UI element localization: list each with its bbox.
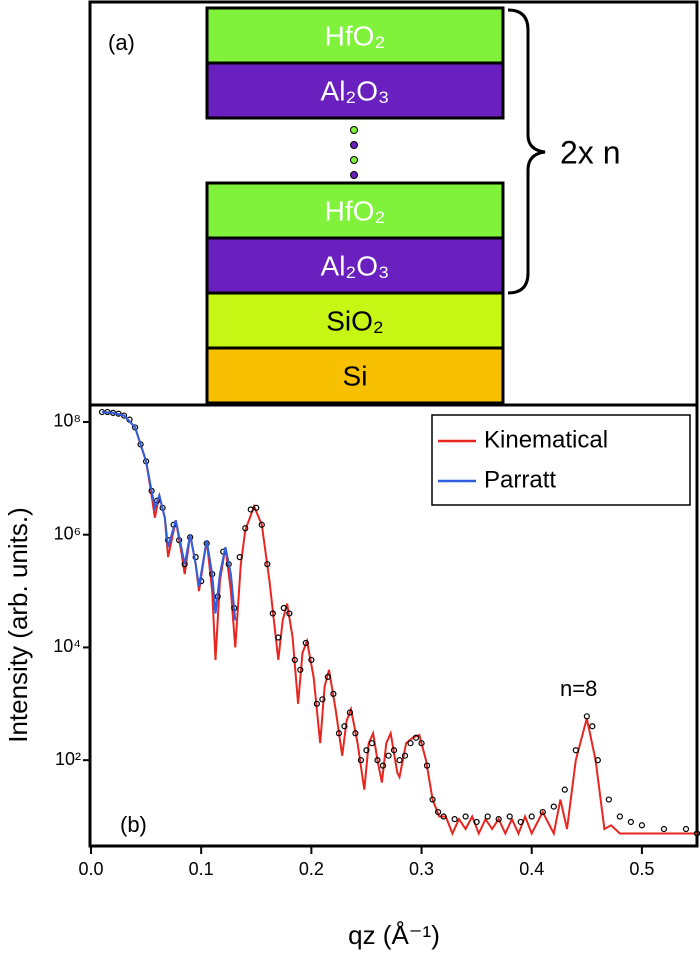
data-point bbox=[434, 808, 442, 816]
data-point bbox=[319, 696, 326, 703]
data-point bbox=[418, 740, 425, 747]
data-point bbox=[506, 813, 513, 820]
data-point bbox=[302, 639, 309, 647]
layer-label: Al₂O₃ bbox=[321, 250, 390, 281]
x-tick-label: 0.5 bbox=[629, 859, 654, 879]
data-point bbox=[346, 709, 354, 716]
data-point bbox=[638, 822, 646, 829]
legend-label: Parratt bbox=[484, 466, 556, 493]
data-point bbox=[269, 610, 276, 617]
data-point bbox=[368, 740, 376, 747]
data-point bbox=[286, 610, 293, 617]
data-point bbox=[528, 813, 535, 820]
legend-box bbox=[431, 414, 691, 506]
legend-label: Kinematical bbox=[484, 426, 608, 453]
data-point bbox=[280, 604, 287, 612]
data-point bbox=[352, 730, 359, 737]
data-point bbox=[462, 813, 469, 820]
data-point bbox=[401, 752, 409, 759]
data-point bbox=[451, 816, 458, 823]
dot bbox=[350, 141, 358, 149]
data-point bbox=[627, 818, 634, 826]
data-point bbox=[412, 734, 420, 741]
layer bbox=[205, 61, 505, 120]
data-point bbox=[379, 762, 387, 769]
data-point bbox=[589, 723, 596, 730]
brace bbox=[507, 8, 546, 295]
annotation: n=8 bbox=[560, 676, 597, 701]
dot bbox=[350, 171, 358, 179]
data-point bbox=[236, 554, 243, 561]
data-point bbox=[407, 740, 414, 747]
chart: 0.0 0.1 0.2 0.3 0.4 0.5 10² 10⁴ 10⁶ 10⁸ qz (Å⁻¹) In… bbox=[3, 403, 700, 950]
data-point bbox=[308, 656, 315, 664]
data-point bbox=[561, 786, 568, 793]
data-point bbox=[385, 752, 392, 759]
layer-label: Al₂O₃ bbox=[321, 75, 390, 106]
y-axis-label: Intensity (arb. units.) bbox=[3, 507, 33, 743]
data-point bbox=[423, 762, 431, 769]
data-point bbox=[495, 816, 502, 823]
data-point bbox=[341, 723, 348, 730]
y-tick-label: 10² bbox=[55, 749, 81, 769]
data-point bbox=[253, 504, 260, 511]
x-tick-label: 0.1 bbox=[189, 859, 214, 879]
data-point bbox=[258, 521, 265, 528]
data-point bbox=[660, 825, 668, 833]
y-tick-label: 10⁴ bbox=[53, 636, 81, 656]
data-point bbox=[330, 690, 337, 697]
dot bbox=[350, 126, 358, 134]
data-point bbox=[324, 673, 331, 681]
data-point bbox=[473, 818, 480, 826]
panel-label: (b) bbox=[120, 812, 147, 837]
layer bbox=[205, 181, 505, 240]
data-point bbox=[297, 666, 304, 673]
data-point bbox=[242, 525, 249, 532]
line bbox=[101, 411, 237, 621]
y-tick-label: 10⁸ bbox=[53, 411, 81, 431]
data-point bbox=[264, 561, 271, 568]
plot-frame bbox=[88, 403, 699, 848]
x-tick-label: 0.0 bbox=[78, 859, 103, 879]
data-point bbox=[429, 796, 436, 803]
layer-label: Si bbox=[343, 360, 368, 391]
data-point bbox=[594, 757, 601, 764]
layer bbox=[205, 346, 505, 405]
data-point bbox=[616, 813, 623, 820]
x-tick-label: 0.4 bbox=[519, 859, 544, 879]
x-axis-label: qz (Å⁻¹) bbox=[348, 920, 440, 950]
data-point bbox=[583, 713, 590, 720]
panel-label: (a) bbox=[108, 30, 135, 55]
data-point bbox=[313, 700, 320, 707]
data-point bbox=[682, 825, 690, 833]
dots bbox=[350, 126, 358, 179]
layer-label: SiO₂ bbox=[326, 305, 384, 336]
data-point bbox=[396, 757, 403, 764]
brace-label: 2x n bbox=[560, 134, 620, 170]
x-tick-label: 0.2 bbox=[299, 859, 324, 879]
data-point bbox=[484, 813, 491, 820]
data-point bbox=[517, 818, 524, 826]
data-point bbox=[550, 803, 557, 810]
data-point bbox=[363, 747, 370, 754]
data-point bbox=[291, 656, 298, 664]
data-point bbox=[440, 813, 447, 820]
layer-stack: HfO₂ Al₂O₃ HfO₂ Al₂O₃ SiO₂ Si bbox=[205, 6, 505, 405]
layer-label: HfO₂ bbox=[325, 20, 386, 51]
data-point bbox=[539, 808, 546, 816]
data-point bbox=[247, 506, 254, 513]
dot bbox=[350, 156, 358, 164]
layer-label: HfO₂ bbox=[325, 195, 386, 226]
layer bbox=[205, 236, 505, 295]
data-point bbox=[335, 730, 343, 737]
data-point bbox=[572, 747, 579, 754]
data-point bbox=[390, 747, 398, 754]
data-point bbox=[275, 634, 282, 641]
data-point bbox=[357, 757, 365, 764]
y-tick-label: 10⁶ bbox=[54, 523, 81, 543]
data-point bbox=[374, 757, 381, 764]
x-tick-label: 0.3 bbox=[409, 859, 434, 879]
data-point bbox=[605, 796, 612, 803]
